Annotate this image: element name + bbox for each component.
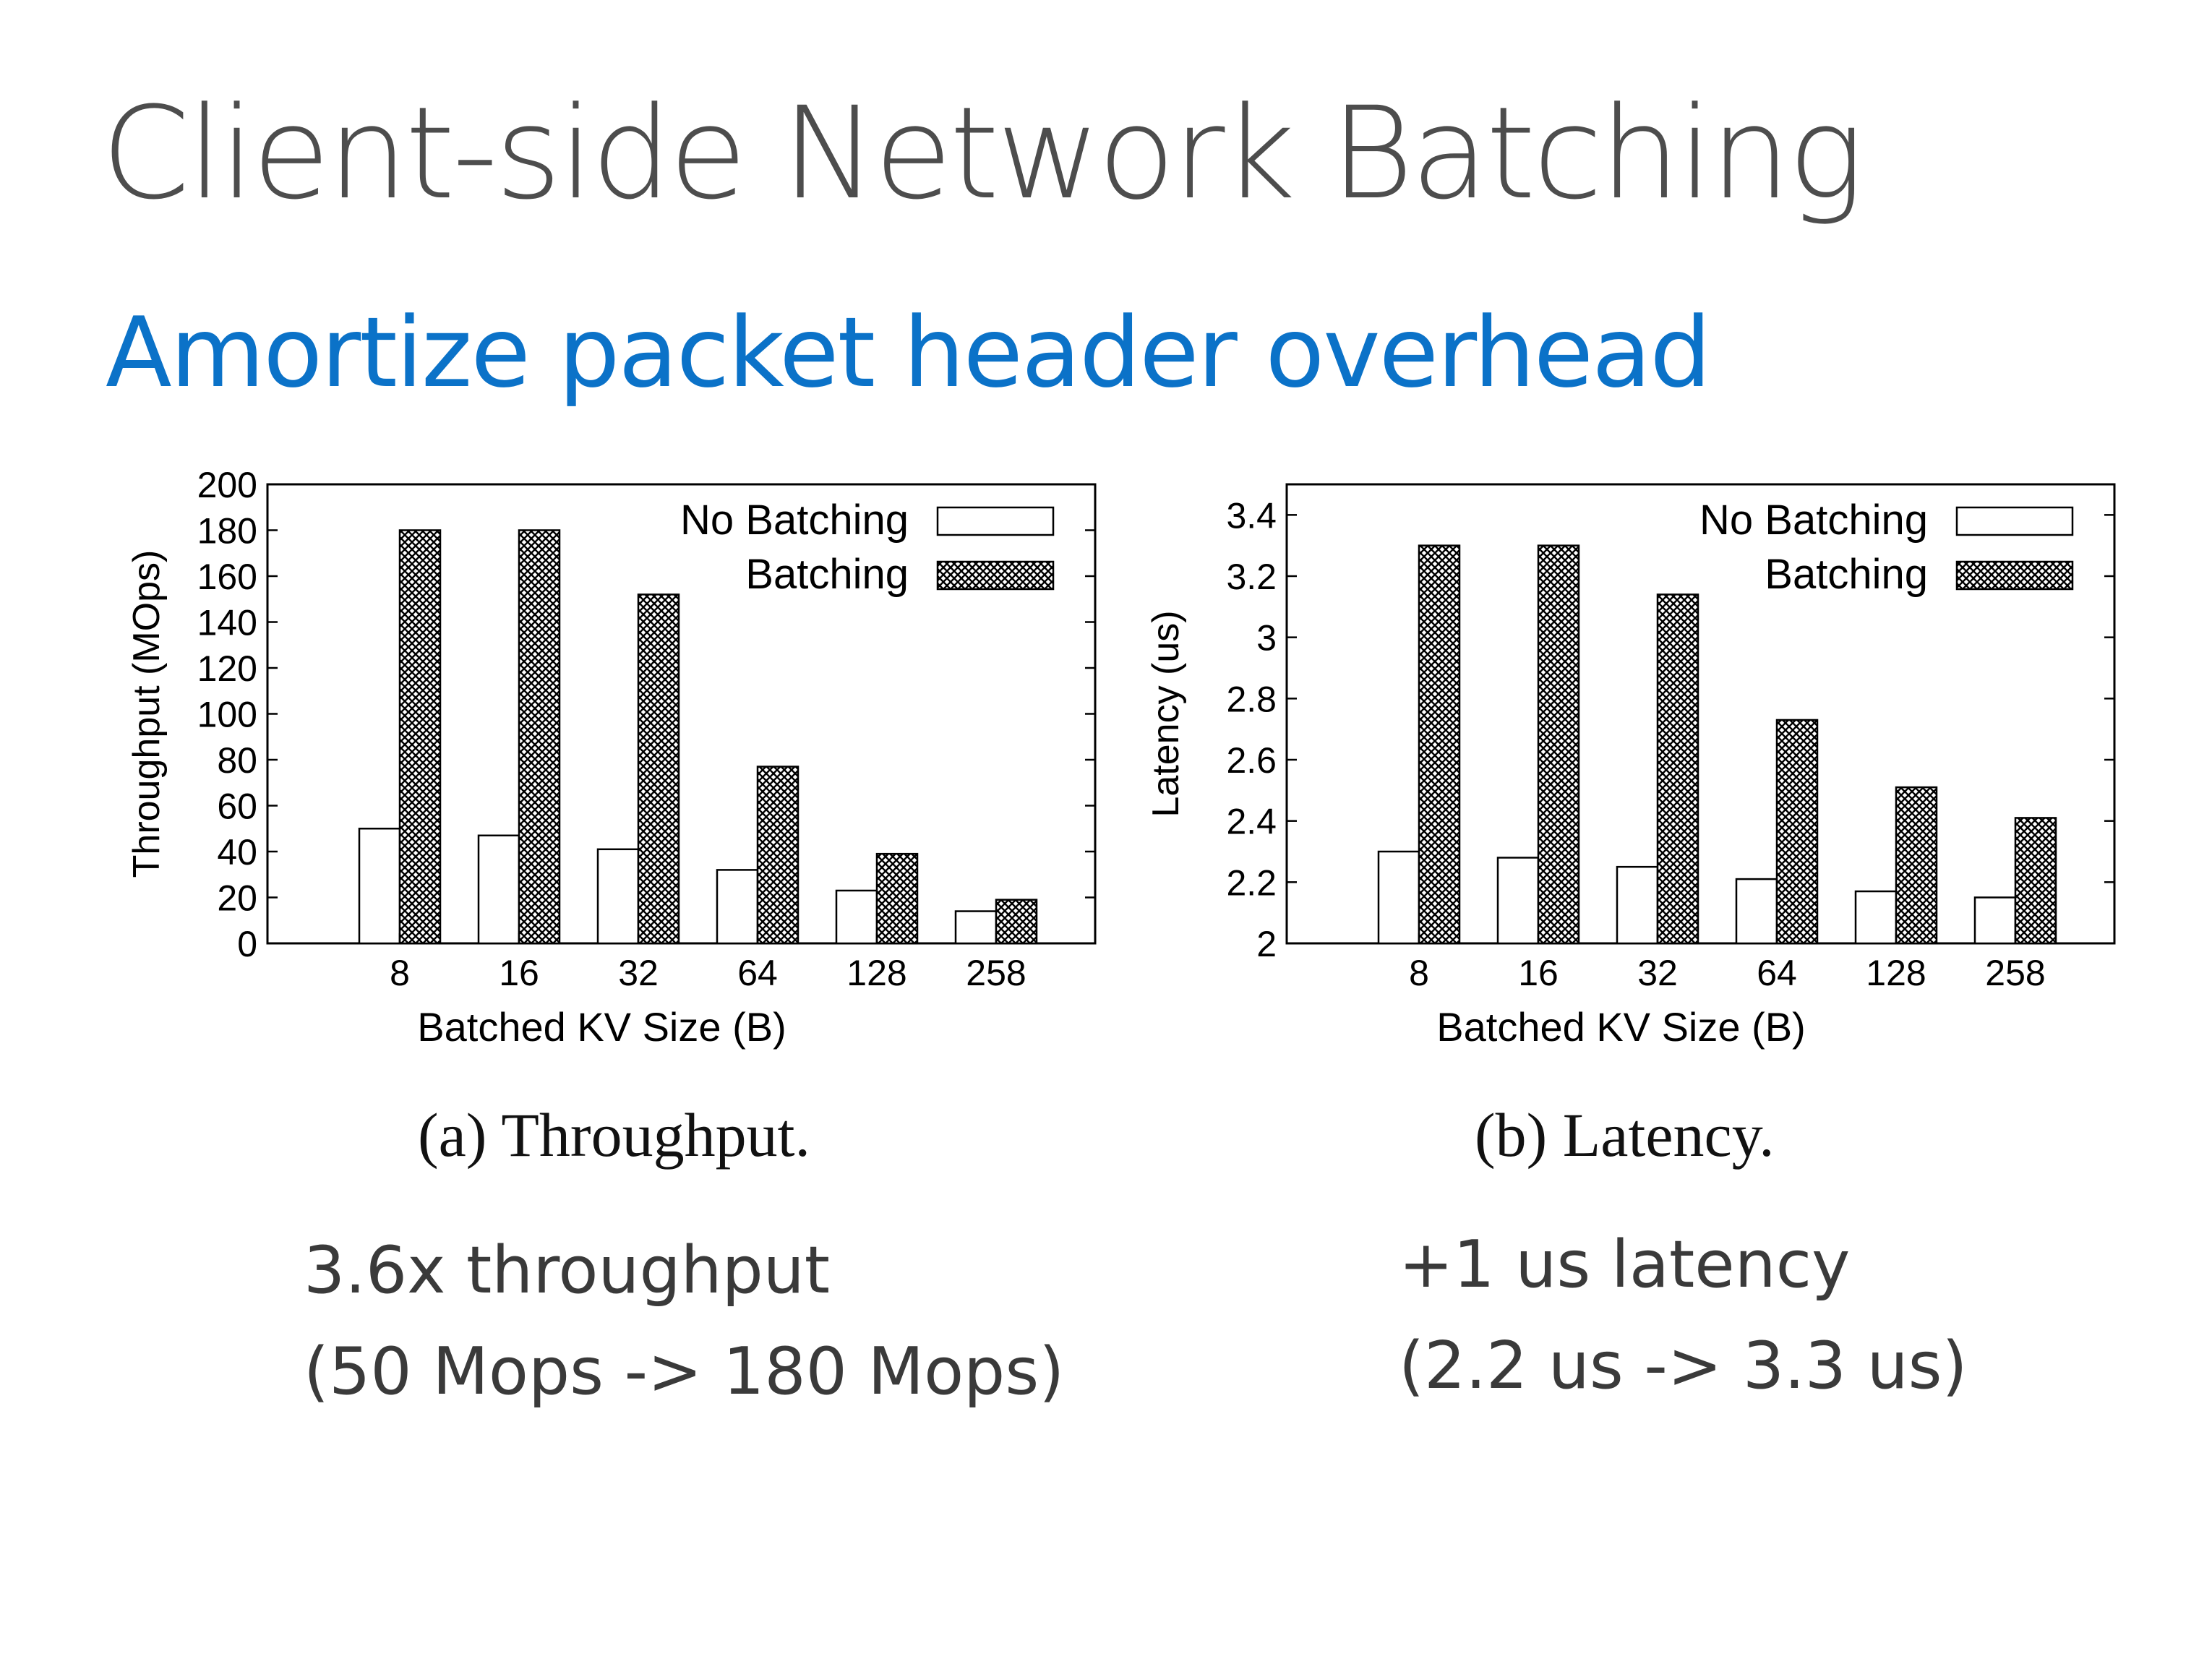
latency-bar-batching xyxy=(1775,719,1819,945)
throughput-xtick-label: 128 xyxy=(846,953,906,993)
throughput-legend-swatch xyxy=(936,560,1055,591)
throughput-bar-no-batching xyxy=(716,869,759,945)
latency-chart-caption: (b) Latency. xyxy=(1475,1100,1775,1170)
throughput-bar-batching xyxy=(756,766,800,945)
latency-bar-no-batching xyxy=(1616,865,1659,945)
throughput-ytick-label: 120 xyxy=(197,648,257,689)
slide-subtitle: Amortize packet header overhead xyxy=(106,296,1711,409)
latency-x-axis-label: Batched KV Size (B) xyxy=(1436,1004,1805,1050)
throughput-xtick-label: 8 xyxy=(390,953,410,993)
throughput-xtick-label: 258 xyxy=(966,953,1026,993)
throughput-ytick-label: 0 xyxy=(237,924,257,964)
latency-bar-no-batching xyxy=(1973,896,2017,945)
latency-bar-batching xyxy=(1537,544,1580,945)
latency-ytick-label: 2 xyxy=(1256,924,1277,964)
slide-title: Client-side Network Batching xyxy=(101,80,1864,228)
throughput-bar-batching xyxy=(518,529,561,945)
latency-note: +1 us latency (2.2 us -> 3.3 us) xyxy=(1399,1214,1968,1417)
latency-bar-no-batching xyxy=(1735,878,1778,945)
latency-y-axis-label: Latency (us) xyxy=(1145,610,1187,817)
throughput-ytick-label: 100 xyxy=(197,695,257,735)
latency-xtick-label: 32 xyxy=(1637,953,1678,993)
latency-xtick-label: 258 xyxy=(1985,953,2045,993)
latency-ytick-label: 3 xyxy=(1256,618,1277,659)
latency-bar-batching xyxy=(2014,817,2057,945)
throughput-legend-label: Batching xyxy=(745,551,909,598)
throughput-bar-no-batching xyxy=(835,889,878,945)
latency-plot-frame xyxy=(1285,483,2116,945)
latency-legend-label: Batching xyxy=(1765,551,1928,598)
throughput-y-axis-label: Throughput (MOps) xyxy=(126,550,168,878)
latency-legend-swatch xyxy=(1955,560,2074,591)
throughput-legend-label: No Batching xyxy=(680,497,909,544)
throughput-bar-batching xyxy=(875,852,919,945)
latency-note-line1: +1 us latency xyxy=(1399,1227,1851,1303)
latency-ytick-label: 3.4 xyxy=(1226,495,1277,536)
latency-xtick-label: 128 xyxy=(1866,953,1926,993)
throughput-chart: 0 20 40 60 80 100 120 140 160 180 200 Throughput (M… xyxy=(126,465,1097,1050)
latency-bar-batching xyxy=(1895,786,1938,945)
throughput-ytick-label: 60 xyxy=(217,786,257,827)
latency-bar-no-batching xyxy=(1854,890,1898,945)
throughput-bar-no-batching xyxy=(596,848,640,945)
throughput-ytick-label: 140 xyxy=(197,603,257,643)
throughput-bar-batching xyxy=(995,899,1038,945)
latency-ytick-label: 2.8 xyxy=(1226,679,1277,719)
latency-xtick-label: 8 xyxy=(1409,953,1429,993)
latency-xtick-label: 16 xyxy=(1518,953,1559,993)
throughput-x-axis-label: Batched KV Size (B) xyxy=(417,1004,786,1050)
throughput-bar-batching xyxy=(637,593,680,945)
latency-ytick-label: 2.6 xyxy=(1226,740,1277,781)
throughput-note-line2: (50 Mops -> 180 Mops) xyxy=(304,1334,1065,1410)
latency-note-line2: (2.2 us -> 3.3 us) xyxy=(1399,1328,1968,1404)
throughput-xtick-label: 32 xyxy=(618,953,659,993)
latency-ytick-label: 2.4 xyxy=(1226,802,1277,842)
latency-ytick-label: 2.2 xyxy=(1226,862,1277,903)
throughput-note-line1: 3.6x throughput xyxy=(304,1233,831,1308)
latency-xtick-label: 64 xyxy=(1757,953,1797,993)
throughput-bar-no-batching xyxy=(358,828,401,945)
latency-bar-batching xyxy=(1656,593,1699,945)
throughput-ytick-label: 160 xyxy=(197,557,257,597)
latency-chart: 2 2.2 2.4 2.6 2.8 3 3.2 3.4 Latency (us) 8 16 32 64 1… xyxy=(1145,483,2116,1050)
throughput-note: 3.6x throughput (50 Mops -> 180 Mops) xyxy=(304,1220,1064,1423)
latency-bar-batching xyxy=(1418,544,1461,945)
throughput-legend-swatch xyxy=(936,506,1055,536)
throughput-ytick-label: 200 xyxy=(197,465,257,505)
throughput-xtick-label: 64 xyxy=(737,953,778,993)
throughput-ytick-label: 80 xyxy=(217,740,257,781)
throughput-chart-caption: (a) Throughput. xyxy=(418,1100,810,1170)
throughput-xtick-label: 16 xyxy=(499,953,539,993)
latency-legend-swatch xyxy=(1955,506,2074,536)
throughput-ytick-label: 40 xyxy=(217,832,257,873)
latency-bar-no-batching xyxy=(1377,850,1420,945)
throughput-bar-no-batching xyxy=(477,834,520,945)
latency-ytick-label: 3.2 xyxy=(1226,557,1277,597)
throughput-bar-batching xyxy=(398,529,442,945)
throughput-ytick-label: 180 xyxy=(197,511,257,552)
latency-legend-label: No Batching xyxy=(1699,497,1928,544)
latency-bar-no-batching xyxy=(1496,857,1540,945)
throughput-ytick-label: 20 xyxy=(217,878,257,919)
throughput-bar-no-batching xyxy=(954,910,998,945)
